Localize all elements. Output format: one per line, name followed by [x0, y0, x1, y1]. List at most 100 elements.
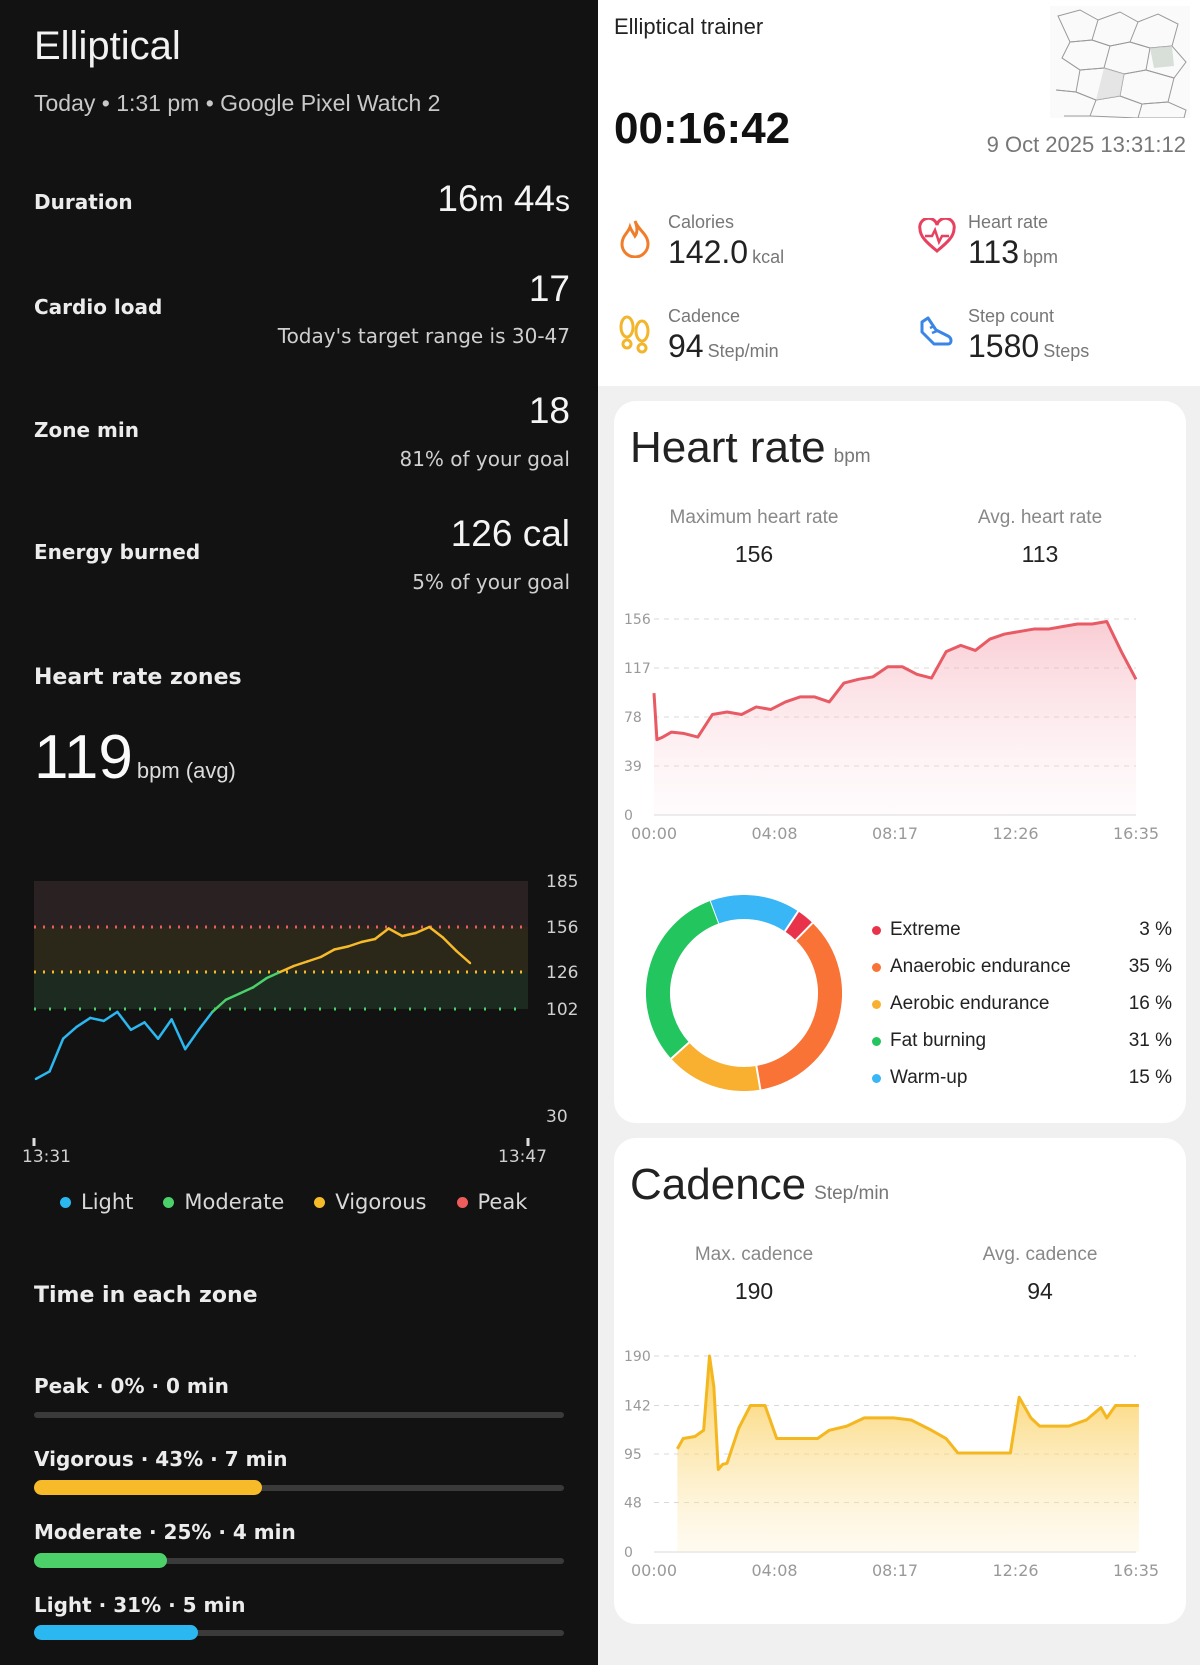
cadence-card: Cadence Step/min Max. cadence 190 Avg. ca… — [614, 1138, 1186, 1624]
x-tick-label: 12:26 — [992, 824, 1038, 843]
metric-note-energy: 5% of your goal — [412, 570, 570, 594]
kpi-value-max-hr: 156 — [734, 541, 774, 567]
zone-bar-moderate — [34, 1553, 564, 1568]
y-tick-label: 185 — [546, 872, 578, 892]
hr-line-segment — [48, 1037, 65, 1073]
hr-line-segment — [387, 927, 404, 938]
series-line — [676, 1354, 1139, 1471]
y-tick-label: 39 — [624, 759, 642, 775]
donut-separator — [795, 922, 814, 941]
y-tick-label: 95 — [624, 1447, 642, 1463]
legend-dot — [872, 1000, 881, 1009]
fitbit-panel: Elliptical Today • 1:31 pm • Google Pixe… — [0, 0, 598, 1665]
hr-line-segment — [306, 955, 323, 963]
summary-card: Elliptical trainer — [598, 0, 1200, 386]
y-tick-label: 0 — [624, 808, 633, 824]
donut-slice — [709, 895, 799, 932]
area-fill — [654, 621, 1136, 815]
legend-dot — [872, 926, 881, 935]
hr-line-segment — [428, 925, 445, 939]
hr-line-segment — [455, 949, 472, 965]
metric-label-energy: Energy burned — [34, 540, 201, 564]
y-tick-label: 156 — [546, 918, 578, 938]
legend-dot — [872, 1074, 881, 1083]
stat-label: Step count — [968, 306, 1055, 326]
metric-label-zone-min: Zone min — [34, 418, 139, 442]
metric-note-zone-min: 81% of your goal — [399, 447, 570, 471]
x-tick-label: 13:47 — [498, 1147, 547, 1167]
section-title-hr-zones: Heart rate zones — [34, 665, 242, 690]
y-tick-label: 0 — [624, 1545, 633, 1561]
workout-title: Elliptical trainer — [614, 14, 764, 39]
area-fill — [677, 1356, 1139, 1552]
hr-line-segment — [75, 1016, 92, 1029]
legend-item-moderate: Moderate — [163, 1190, 284, 1214]
hr-line-segment — [170, 1018, 187, 1051]
x-tick-label: 12:26 — [992, 1561, 1038, 1580]
zones-donut-chart — [646, 895, 842, 1091]
hr-line-segment — [197, 1010, 214, 1032]
y-tick-label: 190 — [624, 1349, 651, 1365]
kpi-value-max-cadence: 190 — [734, 1278, 774, 1304]
heart-rate-chart: 156 117 78 39 000:00 04:08 08:17 12:26 16:35 — [624, 612, 1159, 843]
legend-item-vigorous: Vigorous — [314, 1190, 427, 1214]
legend-item-light: Light — [60, 1190, 133, 1214]
stat-value: 142.0 kcal — [668, 234, 785, 270]
huawei-panel: Elliptical trainer — [598, 0, 1200, 1665]
zone-label-vigorous: Vigorous · 43% · 7 min — [34, 1447, 288, 1471]
x-tick-label: 08:17 — [872, 1561, 918, 1580]
hr-line-segment — [34, 1070, 51, 1081]
zones-legend: Extreme 3 % Anaerobic endurance 35 % Aerob… — [872, 919, 1172, 1099]
hr-line-segment — [224, 992, 241, 1001]
hr-line-segment — [265, 970, 282, 980]
donut-slice — [671, 1042, 761, 1091]
legend-item-peak: Peak — [456, 1190, 527, 1214]
section-title-time-in-zone: Time in each zone — [34, 1283, 258, 1308]
hr-line-segment — [143, 1021, 160, 1040]
legend-dot — [872, 1037, 881, 1046]
kpi-value-avg-cadence: 94 — [1027, 1278, 1053, 1304]
hr-line-segment — [238, 986, 255, 995]
donut-slice — [784, 911, 813, 941]
kpi-label-max-hr: Maximum heart rate — [669, 507, 839, 528]
x-tick-label: 00:00 — [631, 824, 677, 843]
zone-legend-extreme: Extreme 3 % — [872, 919, 1172, 943]
y-tick-label: 78 — [624, 710, 642, 726]
hr-line-segment — [156, 1018, 173, 1040]
page-title: Elliptical — [34, 24, 181, 68]
zone-band-moderate — [34, 972, 528, 1009]
legend-dot — [314, 1196, 326, 1208]
zone-bar-vigorous — [34, 1480, 564, 1495]
y-tick-label: 30 — [546, 1107, 568, 1127]
chart-legend: Light Moderate Vigorous Peak — [60, 1190, 527, 1214]
hr-line-segment — [89, 1016, 106, 1023]
route-map-thumbnail[interactable] — [1050, 6, 1190, 118]
zone-legend-aerobic: Aerobic endurance 16 % — [872, 993, 1172, 1017]
zone-band-vigorous — [34, 927, 528, 972]
x-tick-label: 16:35 — [1113, 1561, 1159, 1580]
flame-icon — [620, 220, 650, 258]
series-line — [652, 620, 1138, 742]
legend-dot — [60, 1196, 71, 1208]
metric-value-duration: 16m 44s — [437, 178, 570, 219]
hr-line-segment — [183, 1028, 200, 1051]
card-title: Heart rate bpm — [630, 423, 871, 472]
y-tick-label: 142 — [624, 1399, 651, 1415]
zone-band-peak — [34, 881, 528, 927]
hr-line-segment — [116, 1010, 133, 1032]
kpi-value-avg-hr: 113 — [1021, 541, 1059, 567]
elapsed-time: 00:16:42 — [614, 104, 791, 153]
x-tick-label: 08:17 — [872, 824, 918, 843]
zone-label-light: Light · 31% · 5 min — [34, 1593, 246, 1617]
donut-separator — [784, 910, 800, 932]
hr-line-segment — [333, 945, 350, 951]
zone-legend-fat-burning: Fat burning 31 % — [872, 1030, 1172, 1054]
zone-legend-anaerobic: Anaerobic endurance 35 % — [872, 956, 1172, 980]
metric-value-energy: 126 cal — [450, 513, 570, 554]
stat-value: 113 bpm — [968, 234, 1059, 270]
kpi-label-max-cadence: Max. cadence — [694, 1244, 814, 1265]
zone-bar-fill — [34, 1553, 167, 1568]
donut-slice — [646, 901, 719, 1059]
metric-label-duration: Duration — [34, 190, 133, 214]
